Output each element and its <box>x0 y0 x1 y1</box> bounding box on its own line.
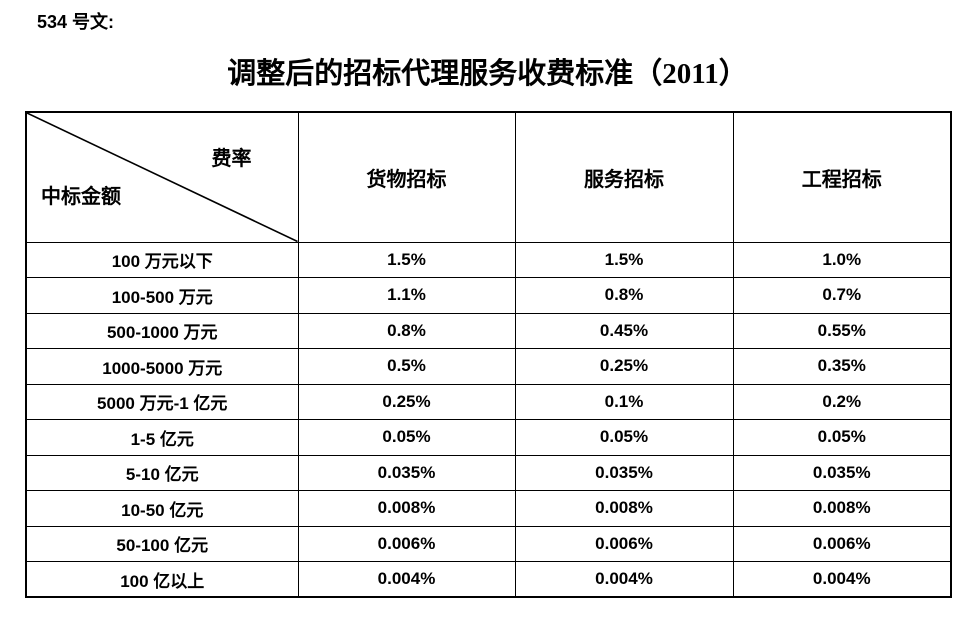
rate-value-cell: 0.05% <box>514 419 734 456</box>
table-row: 1-5 亿元 0.05% 0.05% 0.05% <box>25 419 952 456</box>
row-label-amount-range: 100 万元以下 <box>25 241 299 278</box>
table-row: 1000-5000 万元 0.5% 0.25% 0.35% <box>25 348 952 385</box>
column-header-service-tender: 服务招标 <box>514 111 734 243</box>
column-header-engineering-tender: 工程招标 <box>732 111 952 243</box>
fee-rate-table: 费率 中标金额 货物招标 服务招标 工程招标 100 万元以下 1.5% 1.5% 1… <box>25 111 952 598</box>
diagonal-divider-line <box>27 113 297 241</box>
page-title: 调整后的招标代理服务收费标准（2011） <box>227 58 748 90</box>
rate-value-cell: 0.004% <box>514 561 734 598</box>
column-header-goods-tender: 货物招标 <box>297 111 516 243</box>
rate-value-cell: 0.1% <box>514 383 734 420</box>
corner-label-bid-amount: 中标金额 <box>41 186 121 208</box>
rate-value-cell: 0.004% <box>297 561 516 598</box>
rate-value-cell: 1.0% <box>732 241 952 278</box>
row-label-amount-range: 1000-5000 万元 <box>25 348 299 385</box>
rate-value-cell: 0.006% <box>297 525 516 562</box>
rate-value-cell: 0.006% <box>514 525 734 562</box>
rate-value-cell: 0.2% <box>732 383 952 420</box>
table-row: 100 万元以下 1.5% 1.5% 1.0% <box>25 241 952 278</box>
table-header-row: 费率 中标金额 货物招标 服务招标 工程招标 <box>25 111 952 243</box>
rate-value-cell: 0.45% <box>514 312 734 349</box>
rate-value-cell: 0.008% <box>297 490 516 527</box>
rate-value-cell: 0.35% <box>732 348 952 385</box>
rate-value-cell: 0.008% <box>514 490 734 527</box>
row-label-amount-range: 500-1000 万元 <box>25 312 299 349</box>
corner-header-cell: 费率 中标金额 <box>25 111 299 243</box>
row-label-amount-range: 50-100 亿元 <box>25 525 299 562</box>
corner-label-rate: 费率 <box>211 148 252 170</box>
rate-value-cell: 0.004% <box>732 561 952 598</box>
rate-value-cell: 0.035% <box>514 454 734 491</box>
rate-value-cell: 0.035% <box>297 454 516 491</box>
table-row: 100-500 万元 1.1% 0.8% 0.7% <box>25 277 952 314</box>
table-row: 10-50 亿元 0.008% 0.008% 0.008% <box>25 490 952 527</box>
table-row: 50-100 亿元 0.006% 0.006% 0.006% <box>25 525 952 562</box>
row-label-amount-range: 5000 万元-1 亿元 <box>25 383 299 420</box>
rate-value-cell: 0.8% <box>514 277 734 314</box>
table-row: 5-10 亿元 0.035% 0.035% 0.035% <box>25 454 952 491</box>
rate-value-cell: 0.25% <box>514 348 734 385</box>
rate-value-cell: 0.05% <box>297 419 516 456</box>
row-label-amount-range: 1-5 亿元 <box>25 419 299 456</box>
rate-value-cell: 0.008% <box>732 490 952 527</box>
rate-value-cell: 0.5% <box>297 348 516 385</box>
row-label-amount-range: 10-50 亿元 <box>25 490 299 527</box>
rate-value-cell: 1.5% <box>297 241 516 278</box>
rate-value-cell: 0.006% <box>732 525 952 562</box>
table-row: 5000 万元-1 亿元 0.25% 0.1% 0.2% <box>25 383 952 420</box>
table-row: 100 亿以上 0.004% 0.004% 0.004% <box>25 561 952 598</box>
table-body: 100 万元以下 1.5% 1.5% 1.0% 100-500 万元 1.1% 0.8% 0.… <box>25 241 952 598</box>
row-label-amount-range: 5-10 亿元 <box>25 454 299 491</box>
rate-value-cell: 0.7% <box>732 277 952 314</box>
rate-value-cell: 0.05% <box>732 419 952 456</box>
row-label-amount-range: 100 亿以上 <box>25 561 299 598</box>
rate-value-cell: 0.55% <box>732 312 952 349</box>
table-row: 500-1000 万元 0.8% 0.45% 0.55% <box>25 312 952 349</box>
rate-value-cell: 1.1% <box>297 277 516 314</box>
rate-value-cell: 1.5% <box>514 241 734 278</box>
rate-value-cell: 0.8% <box>297 312 516 349</box>
rate-value-cell: 0.25% <box>297 383 516 420</box>
document-number-label: 534 号文: <box>37 12 115 32</box>
rate-value-cell: 0.035% <box>732 454 952 491</box>
row-label-amount-range: 100-500 万元 <box>25 277 299 314</box>
